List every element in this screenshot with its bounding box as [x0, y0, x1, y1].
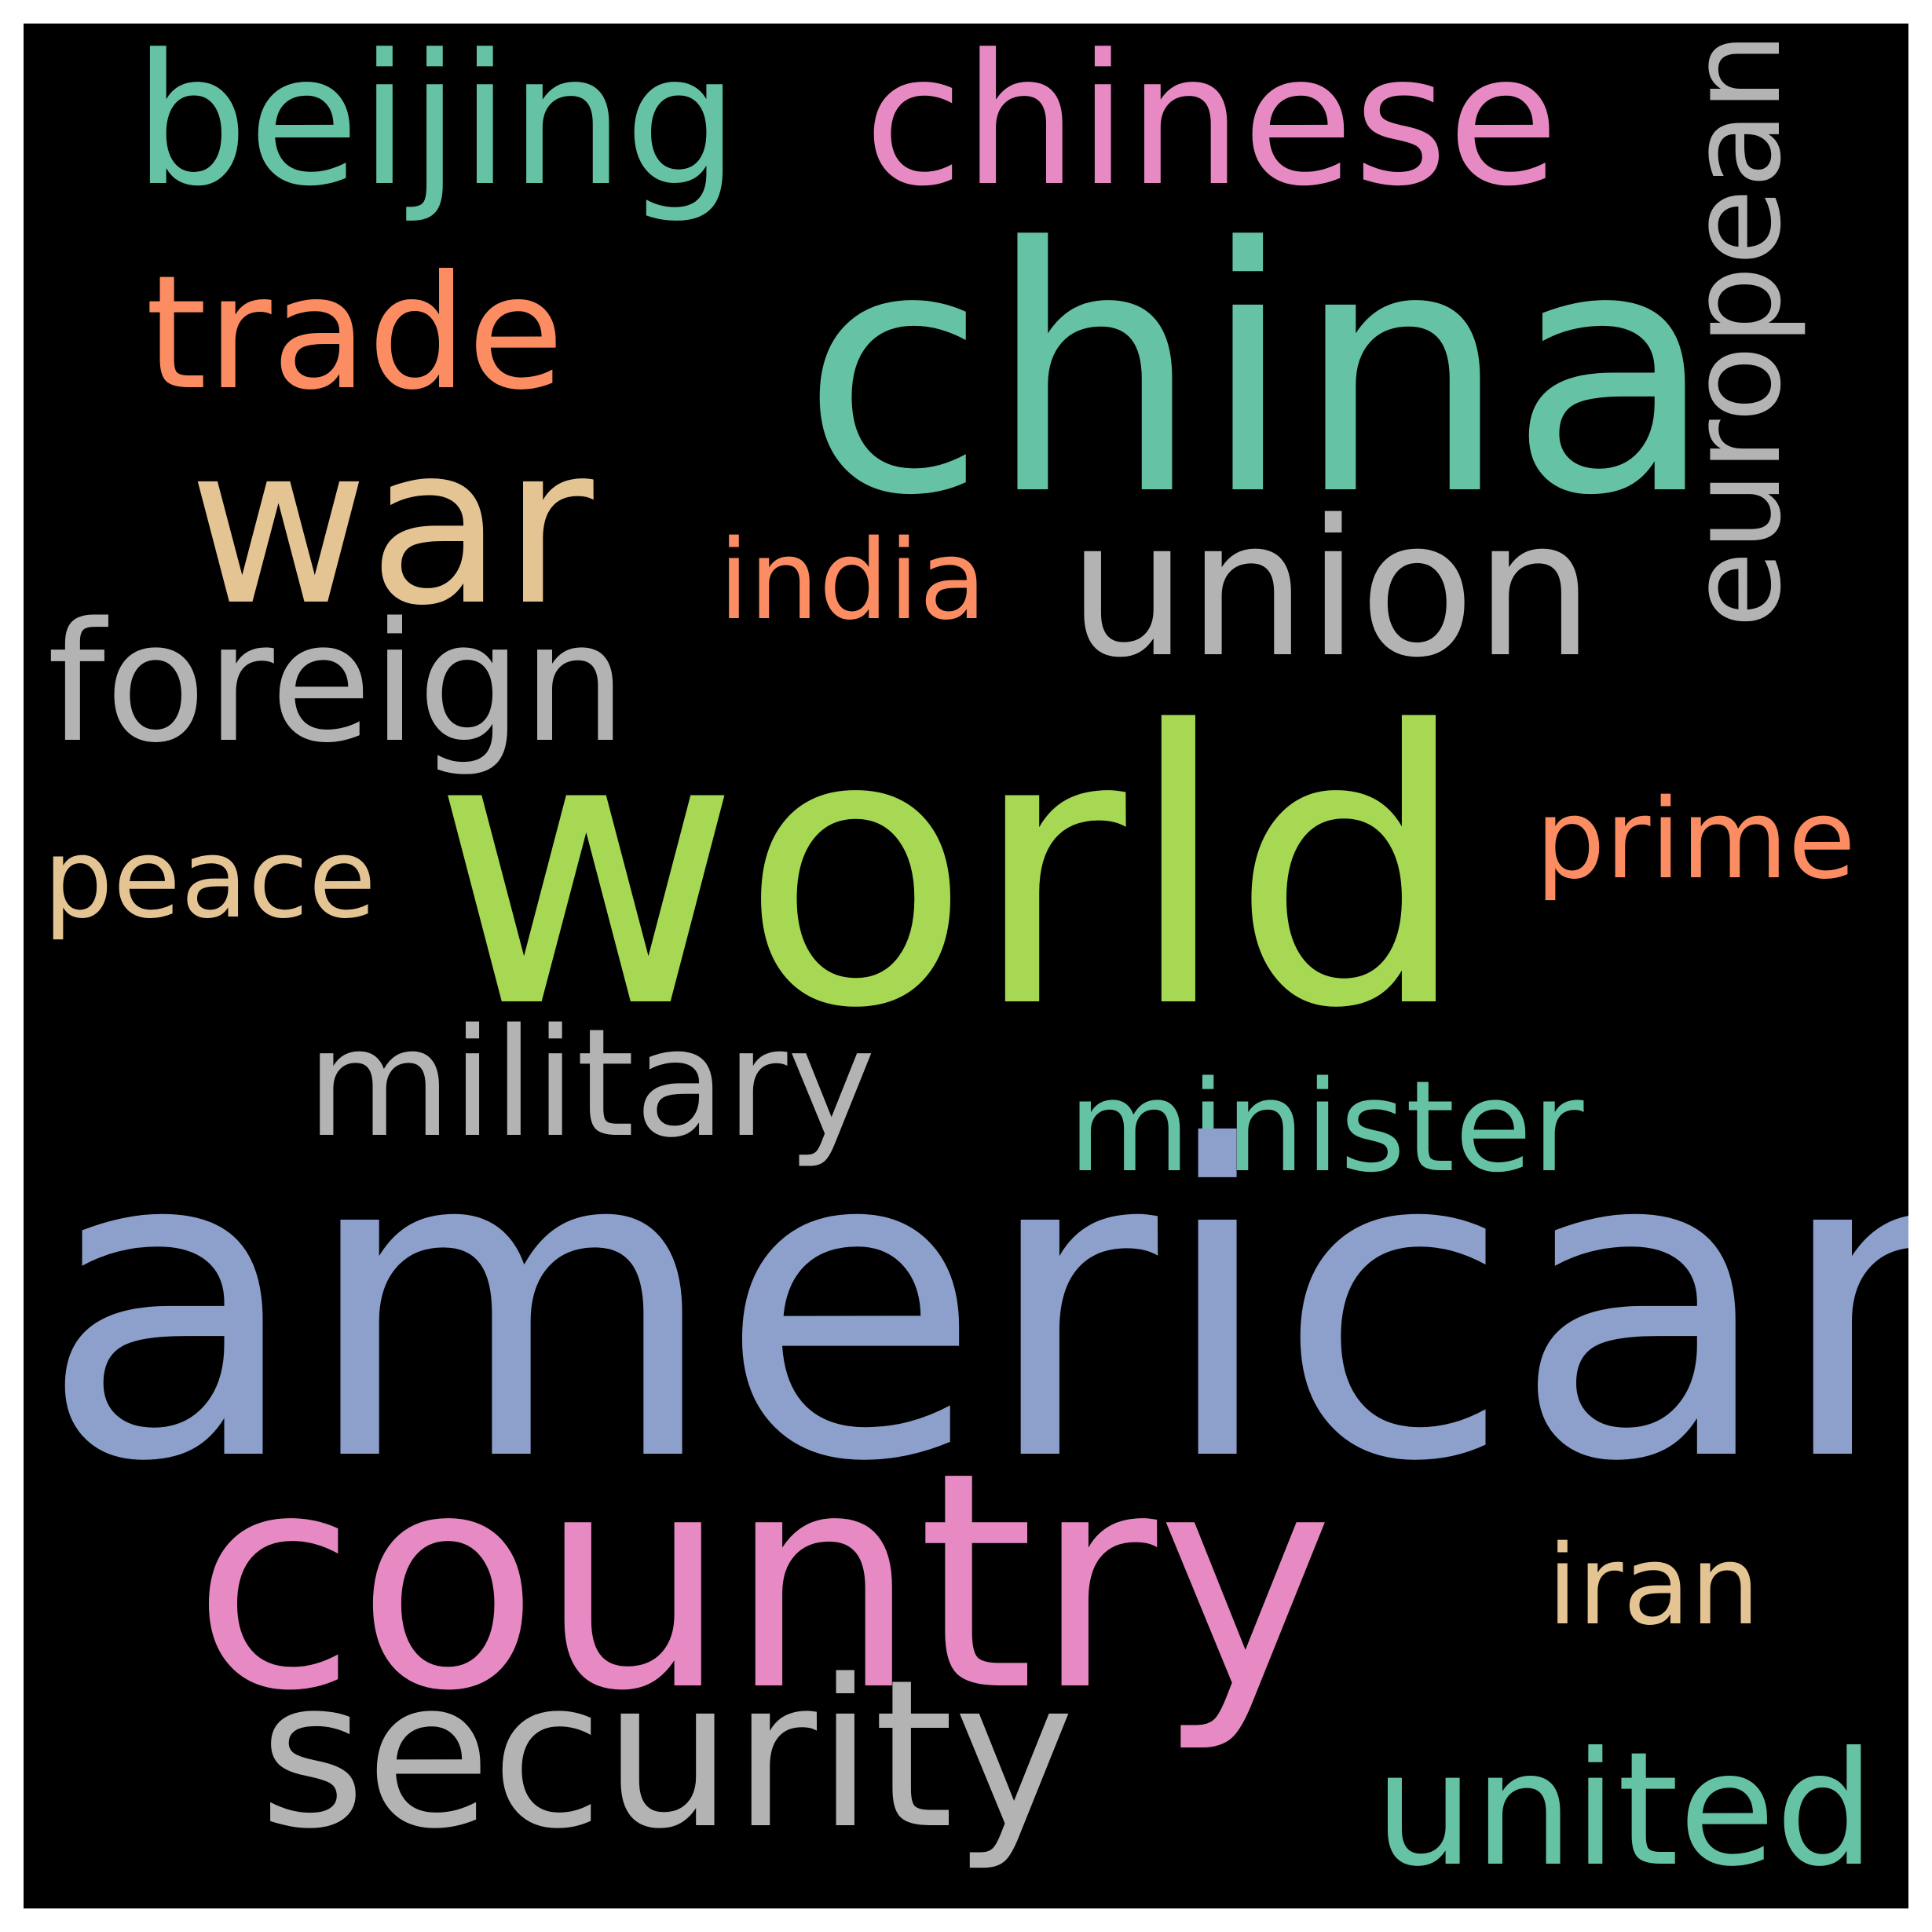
- word-country: country: [192, 1408, 1334, 1756]
- word-foreign: foreign: [47, 587, 628, 779]
- word-trade: trade: [145, 242, 565, 425]
- word-china: china: [801, 177, 1716, 569]
- word-military: military: [306, 997, 876, 1170]
- word-world: world: [432, 652, 1470, 1091]
- word-beijing: beijing: [134, 24, 739, 226]
- word-union: union: [1068, 479, 1594, 699]
- word-prime: prime: [1535, 776, 1856, 904]
- word-minister: minister: [1068, 1053, 1584, 1200]
- word-war: war: [188, 398, 594, 654]
- word-peace: peace: [43, 815, 376, 943]
- word-chinese: chinese: [864, 24, 1559, 226]
- word-united: united: [1374, 1718, 1875, 1901]
- word-cloud: beijing chinese trade china european war…: [24, 24, 1908, 1908]
- word-india: india: [719, 517, 987, 645]
- word-european: european: [1662, 31, 1809, 628]
- word-security: security: [259, 1637, 1075, 1874]
- word-american: american: [39, 1056, 1908, 1555]
- word-iran: iran: [1547, 1522, 1760, 1650]
